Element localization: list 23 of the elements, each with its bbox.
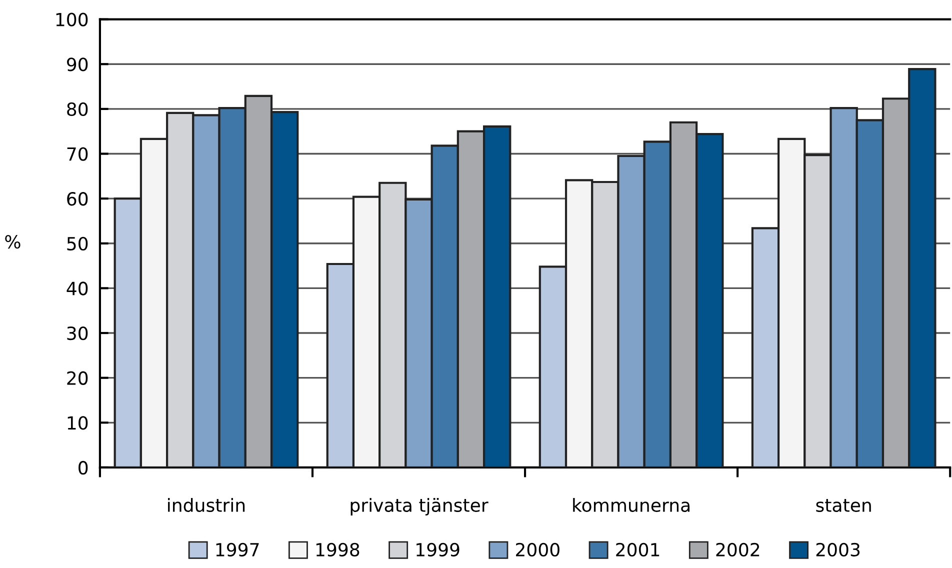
y-tick-label: 70 xyxy=(67,147,88,161)
y-tick-label: 20 xyxy=(67,371,88,385)
y-tick-label: 100 xyxy=(56,12,88,26)
legend-label: 2001 xyxy=(616,542,660,556)
legend-label: 2002 xyxy=(716,542,760,556)
legend-label: 2000 xyxy=(516,542,560,556)
legend-label: 2003 xyxy=(816,542,860,556)
y-axis-title: % xyxy=(5,234,20,249)
y-tick-label: 40 xyxy=(66,282,88,296)
y-tick-label: 0 xyxy=(78,460,88,475)
y-tick-label: 80 xyxy=(67,102,88,116)
x-tick-label: industrin xyxy=(168,498,245,512)
y-tick-label: 30 xyxy=(67,326,88,340)
legend-label: 1999 xyxy=(416,542,460,556)
x-tick-label: staten xyxy=(816,499,871,512)
y-tick-label: 90 xyxy=(67,58,88,72)
x-tick-label: privata tjänster xyxy=(350,498,488,516)
y-tick-label: 50 xyxy=(67,236,88,251)
y-tick-label: 60 xyxy=(67,192,88,206)
x-tick-label: kommunerna xyxy=(573,498,690,512)
y-tick-label: 10 xyxy=(68,416,88,430)
legend-label: 1998 xyxy=(316,542,360,556)
legend-label: 1997 xyxy=(216,542,259,556)
